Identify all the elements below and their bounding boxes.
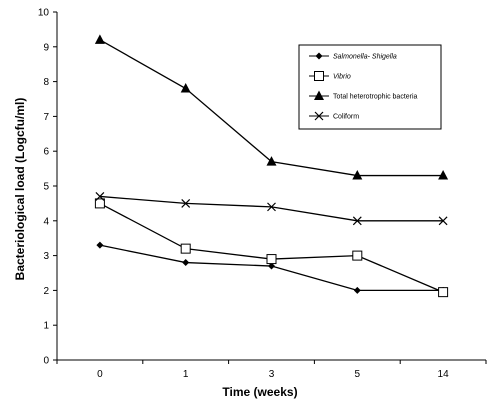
data-point	[268, 262, 275, 270]
legend-label: Vibrio	[333, 74, 351, 81]
data-point	[94, 198, 105, 209]
series-2	[94, 34, 449, 180]
data-point	[266, 156, 277, 166]
data-point	[353, 286, 361, 294]
x-tick-label: 5	[355, 369, 361, 380]
legend-item: Coliform	[309, 111, 359, 121]
x-tick-label: 1	[183, 369, 189, 380]
x-tick-label: 14	[438, 369, 450, 380]
y-tick-label: 0	[43, 356, 49, 367]
data-point	[180, 243, 191, 254]
series-line	[99, 195, 444, 222]
series-0	[96, 241, 447, 294]
y-axis-title: Bacteriological load (Logcfu/ml)	[13, 98, 27, 281]
y-tick-label: 4	[43, 216, 49, 227]
legend-item: Vibrio	[309, 71, 351, 81]
y-tick-label: 7	[43, 112, 49, 123]
y-tick-label: 1	[43, 321, 49, 332]
legend-item: Salmonella- Shigella	[309, 52, 397, 61]
data-point	[182, 259, 190, 267]
legend: Salmonella- Shigella Vibrio Total heterotr…	[298, 44, 442, 130]
legend-marker	[314, 90, 324, 100]
y-tick-label: 9	[43, 42, 49, 53]
data-point	[96, 241, 104, 249]
x-tick-label: 0	[97, 369, 103, 380]
legend-box	[298, 44, 442, 130]
data-point	[267, 202, 276, 212]
data-point	[438, 170, 449, 180]
data-point	[266, 254, 277, 265]
legend-label: Coliform	[333, 114, 359, 121]
data-point	[352, 170, 363, 180]
legend-marker	[314, 111, 324, 121]
data-point	[180, 83, 191, 93]
data-point	[438, 216, 448, 226]
data-point	[352, 216, 362, 226]
y-tick-label: 5	[43, 182, 49, 193]
x-tick-label: 3	[269, 369, 275, 380]
legend-label: Salmonella- Shigella	[333, 54, 397, 61]
data-point	[181, 198, 191, 208]
axes: 0 1 2 3 4 5 6 7 8 9 10 0 1 3 5 14	[38, 8, 487, 380]
data-point	[352, 250, 363, 261]
legend-marker	[314, 71, 324, 81]
y-tick-label: 3	[43, 251, 49, 262]
legend-marker	[315, 52, 323, 60]
y-tick-label: 8	[43, 77, 49, 88]
legend-item: Total heterotrophic bacteria	[309, 90, 418, 101]
y-tick-label: 10	[38, 8, 50, 19]
data-point	[438, 287, 449, 298]
data-point	[94, 34, 105, 44]
series-layer	[94, 34, 449, 298]
x-axis-title: Time (weeks)	[222, 385, 297, 399]
y-tick-label: 2	[43, 286, 49, 297]
legend-label: Total heterotrophic bacteria	[333, 94, 418, 101]
series-line	[99, 202, 444, 293]
series-1	[94, 198, 449, 298]
data-point	[95, 192, 105, 201]
series-3	[95, 192, 448, 226]
y-tick-label: 6	[43, 147, 49, 158]
